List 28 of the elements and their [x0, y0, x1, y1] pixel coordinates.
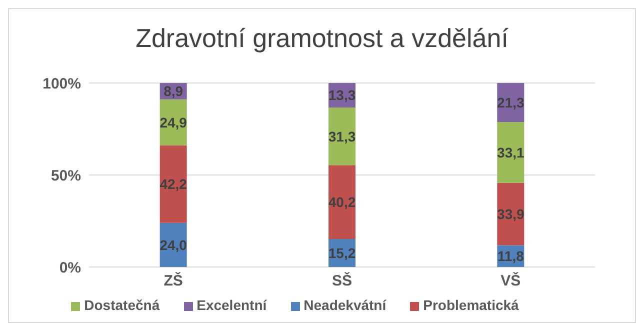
data-label: 24,0 — [160, 236, 188, 253]
y-tick-label: 50% — [50, 167, 81, 184]
bar — [328, 107, 356, 166]
bar — [497, 182, 524, 246]
legend-label: Excelentní — [196, 297, 267, 313]
x-tick-label: VŠ — [500, 272, 521, 290]
data-label: 13,3 — [328, 87, 356, 104]
data-label: 11,8 — [497, 248, 524, 264]
legend-label: Neadekvátní — [304, 297, 386, 313]
x-tick-label: SŠ — [332, 272, 352, 290]
chart-title: Zdravotní gramotnost a vzdělání — [134, 23, 510, 55]
y-tick-label: 100% — [42, 75, 81, 92]
bar — [160, 145, 187, 223]
data-label: 33,1 — [497, 144, 525, 160]
data-label: 33,9 — [497, 206, 525, 222]
bar — [328, 165, 356, 240]
data-label: 40,2 — [328, 194, 356, 210]
x-tick-label: ZŠ — [164, 272, 183, 290]
bar — [497, 122, 524, 183]
data-label: 8,9 — [164, 83, 184, 100]
legend-label: Dostatečná — [84, 297, 160, 313]
data-label: 42,2 — [160, 176, 188, 192]
data-label: 24,9 — [160, 114, 188, 130]
data-label: 15,2 — [328, 245, 356, 262]
legend-label: Problematická — [423, 297, 519, 313]
data-label: 31,3 — [328, 128, 356, 144]
y-tick-label: 0% — [59, 259, 81, 276]
data-label: 21,3 — [497, 94, 525, 111]
